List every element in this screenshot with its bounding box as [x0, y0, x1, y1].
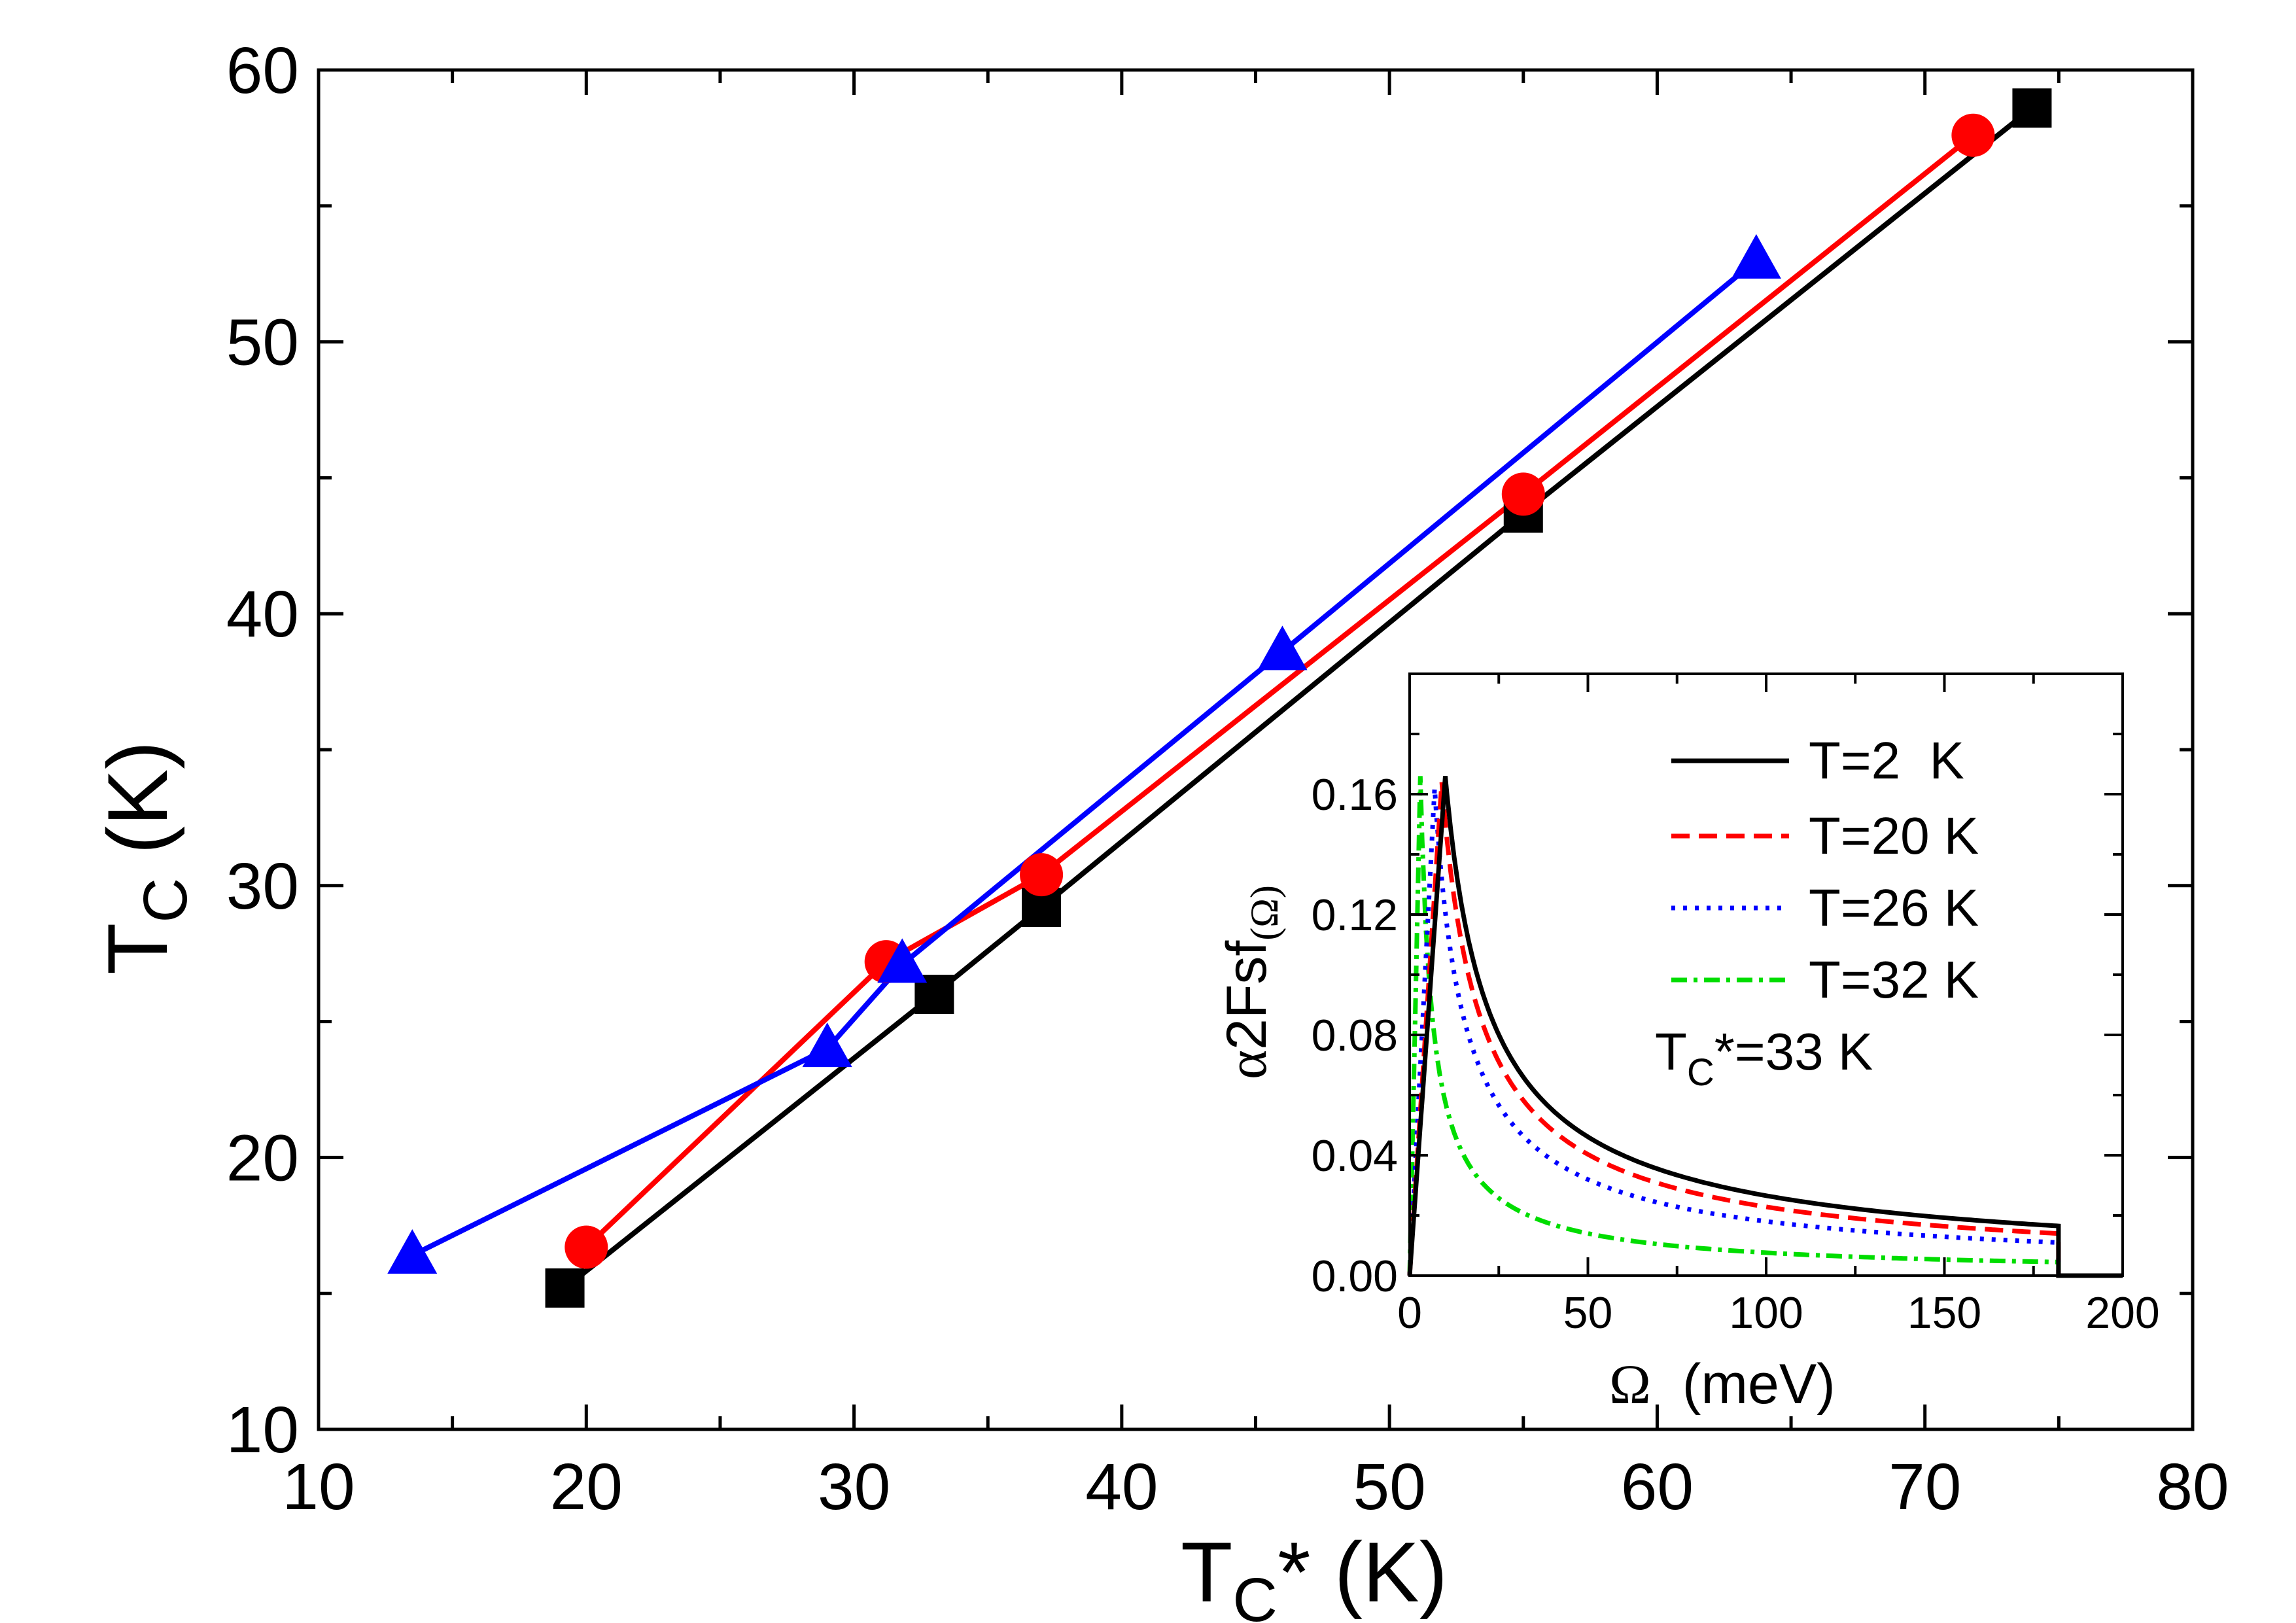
- inset-y-axis-title: α2Fsf(Ω): [1215, 885, 1286, 1079]
- x-tick-label: 70: [1888, 1450, 1961, 1524]
- inset-y-tick-label: 0.00: [1312, 1251, 1398, 1301]
- square-marker: [545, 1268, 585, 1308]
- x-tick-label: 40: [1085, 1450, 1158, 1524]
- legend-note-tc: TC*=33 K: [1655, 1022, 1873, 1094]
- inset-axis-ticks: [1408, 674, 2124, 1277]
- y-tick-label: 10: [226, 1393, 299, 1467]
- inset-y-tick-label: 0.12: [1312, 890, 1398, 940]
- inset-x-tick-label: 100: [1729, 1288, 1803, 1338]
- inset-y-tick-label: 0.08: [1312, 1011, 1398, 1060]
- inset-series: [1407, 776, 2123, 1278]
- legend-note-sub: C: [1687, 1051, 1714, 1094]
- inset-x-tick-label: 0: [1397, 1288, 1422, 1338]
- y-axis-title-main: T: [90, 923, 185, 975]
- inset-y-tick-label: 0.04: [1312, 1131, 1398, 1181]
- inset-x-tick-label: 150: [1907, 1288, 1981, 1338]
- inset-curve-dash: [1407, 782, 2123, 1278]
- y-axis-title-suffix: (K): [90, 741, 185, 878]
- y-tick-label: 20: [226, 1121, 299, 1195]
- inset-background: [1410, 674, 2123, 1276]
- inset-x-tick-label: 50: [1563, 1288, 1613, 1338]
- x-tick-label: 80: [2156, 1450, 2229, 1524]
- legend-label-t26: T=26 K: [1809, 879, 1979, 937]
- x-axis-title-suffix: * (K): [1278, 1524, 1448, 1620]
- inset-x-tick-label: 200: [2085, 1288, 2159, 1338]
- x-tick-label: 50: [1353, 1450, 1426, 1524]
- inset-y-axis-title-alpha: α: [1215, 1050, 1278, 1079]
- triangle-marker: [1257, 625, 1308, 671]
- x-axis-title-main: T: [1181, 1524, 1232, 1620]
- square-marker: [2012, 88, 2052, 128]
- circle-marker: [565, 1225, 608, 1269]
- y-tick-label: 60: [226, 34, 299, 107]
- x-tick-label: 30: [818, 1450, 890, 1524]
- circle-marker: [1020, 853, 1064, 897]
- inset-x-axis-title-rest: (meV): [1651, 1353, 1835, 1416]
- legend-label-t2: T=2 K: [1809, 731, 1964, 790]
- triangle-marker: [387, 1229, 438, 1274]
- legend-label-t32: T=32 K: [1809, 951, 1979, 1009]
- legend-label-t20: T=20 K: [1809, 807, 1979, 865]
- y-tick-label: 50: [226, 306, 299, 379]
- inset-y-tick-label: 0.16: [1312, 770, 1398, 820]
- y-axis-title-sub: C: [131, 878, 200, 923]
- x-axis-title-sub: C: [1232, 1565, 1278, 1623]
- inset-tick-labels: 0 50 100 150 200 0.00 0.04 0.08 0.12 0.16: [1312, 770, 2160, 1338]
- legend-note-rest: *=33 K: [1714, 1022, 1873, 1081]
- triangle-marker: [802, 1022, 852, 1068]
- inset-y-axis-title-sub: (Ω): [1243, 885, 1286, 941]
- x-tick-label: 10: [282, 1450, 355, 1524]
- main-tick-labels: 10 20 30 40 50 60 70 80 10 20 30 40 50 60: [226, 34, 2229, 1524]
- legend-note-main: T: [1655, 1022, 1687, 1081]
- inset-x-axis-title-omega: Ω: [1609, 1353, 1651, 1416]
- y-tick-label: 40: [226, 578, 299, 651]
- triangle-marker: [1731, 234, 1781, 279]
- main-series: [387, 88, 2052, 1308]
- y-axis-title: TC (K): [90, 741, 200, 975]
- circle-marker: [1951, 113, 1995, 157]
- inset-legend: T=2 K T=20 K T=26 K T=32 K TC*=33 K: [1655, 731, 1979, 1094]
- inset-y-axis-title-mid: 2Fsf: [1215, 940, 1278, 1050]
- inset-curve-dashdot: [1407, 776, 2123, 1278]
- inset-x-axis-title: Ω (meV): [1609, 1353, 1835, 1416]
- x-axis-title: TC* (K): [1181, 1524, 1448, 1623]
- circle-marker: [1501, 472, 1545, 516]
- inset-curve-solid: [1407, 776, 2123, 1278]
- inset-curve-dot: [1407, 788, 2123, 1278]
- x-tick-label: 20: [550, 1450, 623, 1524]
- y-tick-label: 30: [226, 850, 299, 923]
- main-axis-ticks: [317, 68, 2195, 1431]
- triangle-marker: [877, 938, 928, 983]
- x-tick-label: 60: [1621, 1450, 1694, 1524]
